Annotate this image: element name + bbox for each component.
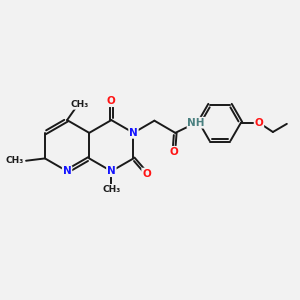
Text: O: O (169, 147, 178, 157)
Text: N: N (107, 166, 116, 176)
Text: CH₃: CH₃ (102, 185, 121, 194)
Text: N: N (129, 128, 138, 138)
Text: NH: NH (188, 118, 205, 128)
Text: CH₃: CH₃ (70, 100, 89, 109)
Text: CH₃: CH₃ (5, 156, 24, 165)
Text: O: O (255, 118, 263, 128)
Text: O: O (142, 169, 151, 178)
Text: O: O (107, 96, 116, 106)
Text: N: N (63, 166, 71, 176)
